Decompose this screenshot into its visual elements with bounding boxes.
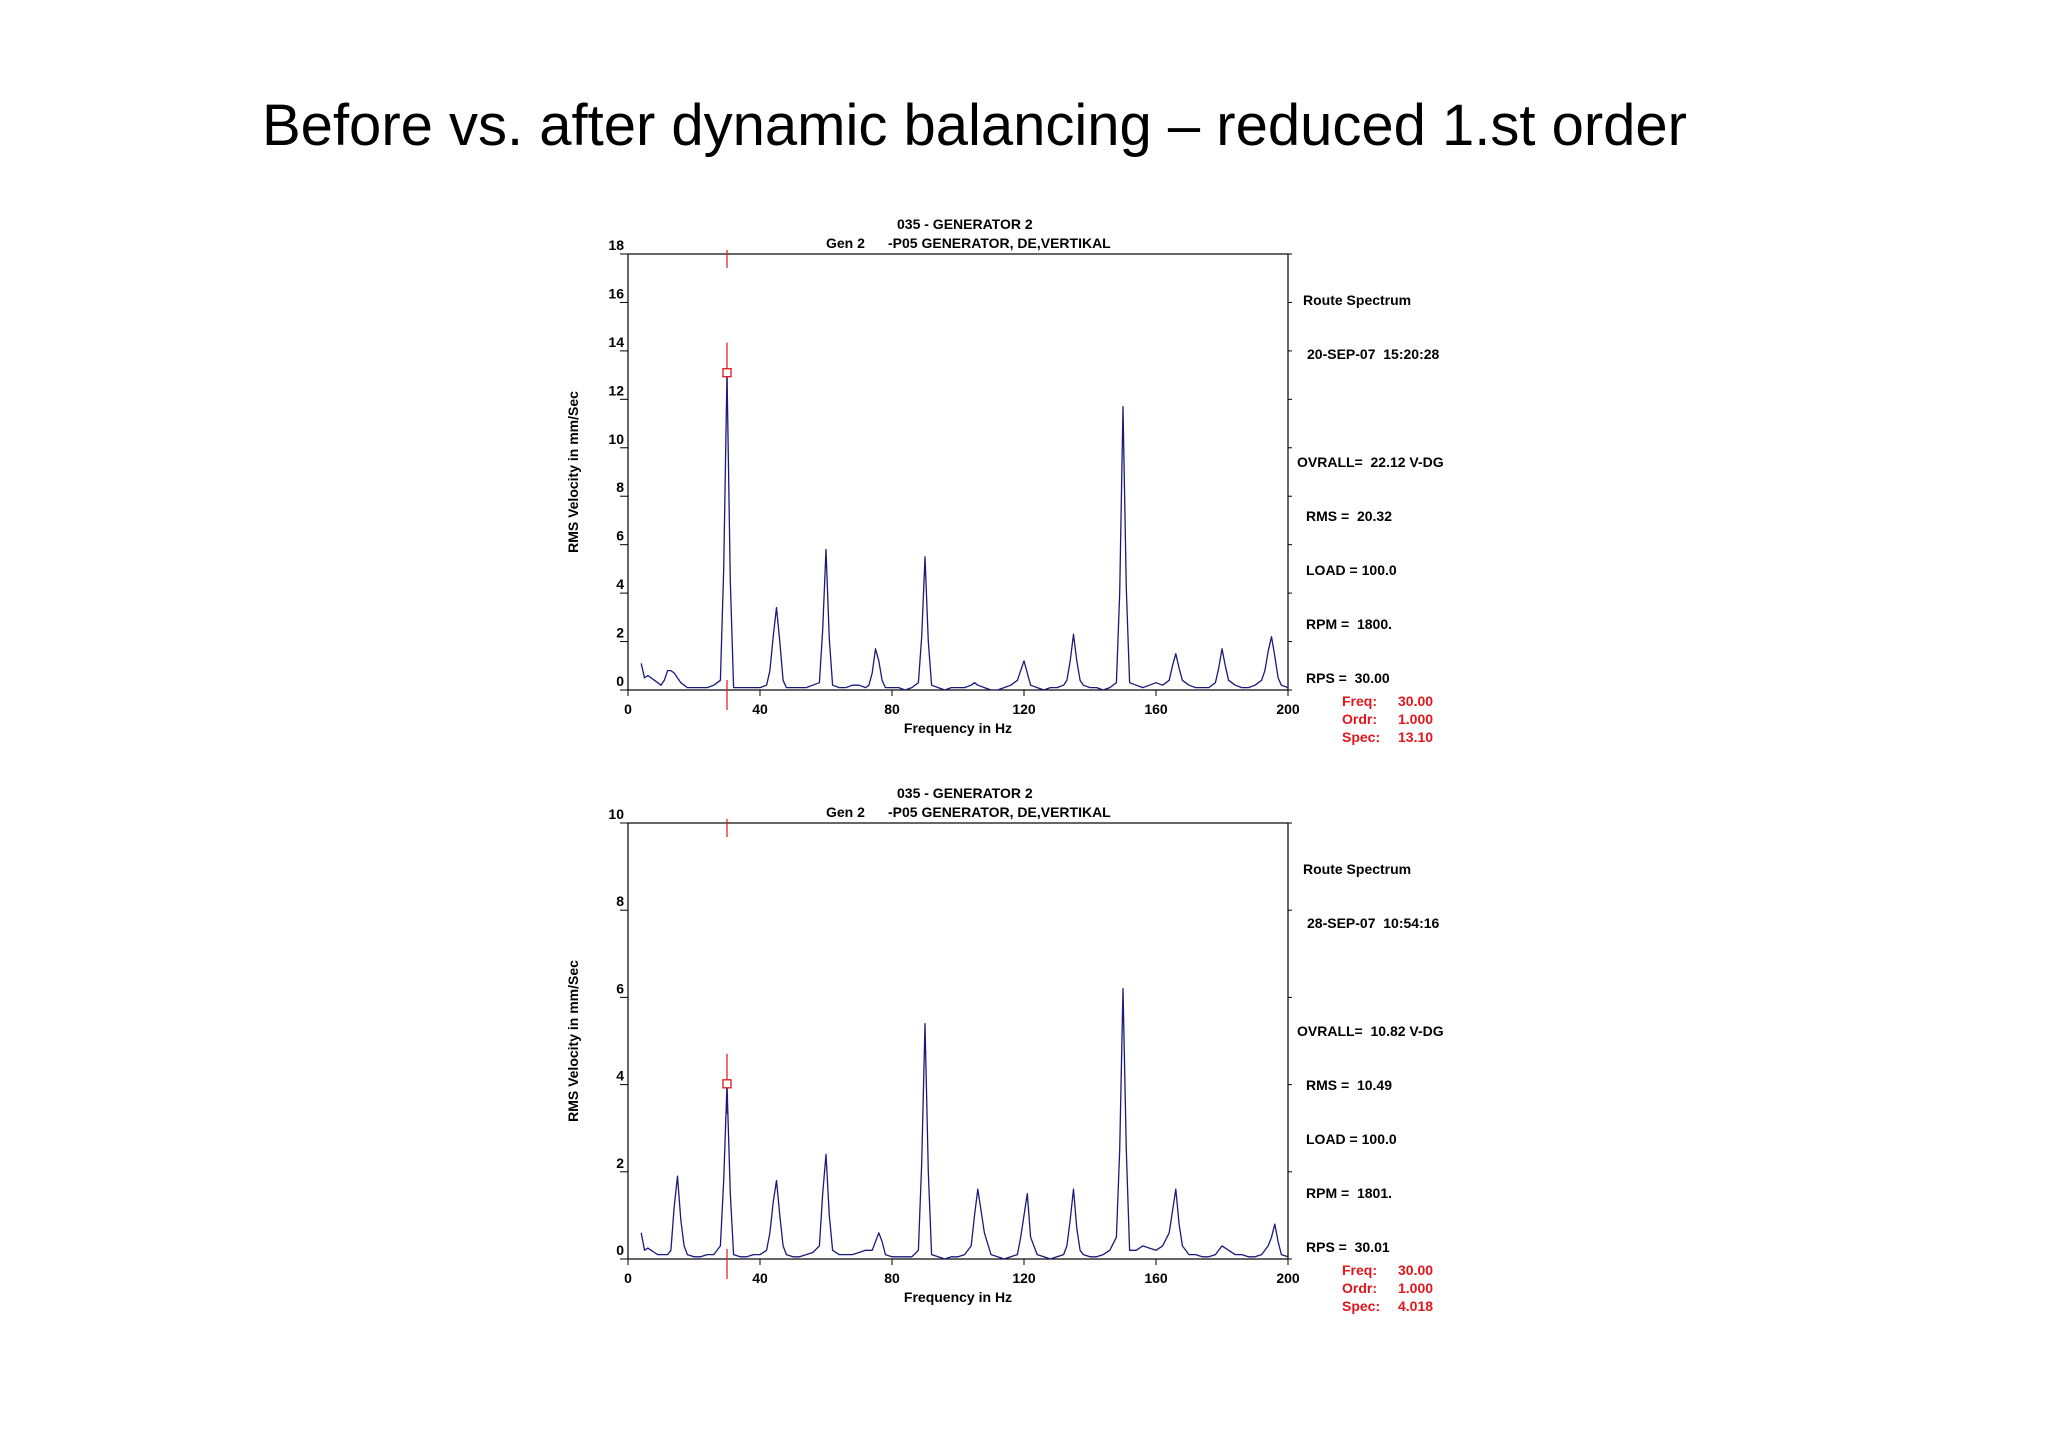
cursor-spec-label: Spec: (1342, 1298, 1381, 1314)
cursor-spec-value: 4.018 (1398, 1298, 1434, 1314)
x-tick-label: 120 (1012, 701, 1036, 717)
route-title: Route Spectrum (1303, 292, 1412, 308)
y-tick-label: 10 (608, 431, 624, 447)
spectrum-panel-after: 035 - GENERATOR 2 Gen 2 -P05 GENERATOR, … (0, 779, 2048, 1339)
rps-value: RPS = 30.00 (1306, 670, 1390, 686)
cursor-ordr-value: 1.000 (1398, 711, 1434, 727)
chart-header-line1: 035 - GENERATOR 2 (897, 216, 1033, 232)
chart-header-line2-left: Gen 2 (826, 804, 865, 820)
x-tick-label: 0 (624, 701, 632, 717)
cursor-freq-label: Freq: (1342, 693, 1377, 709)
x-tick-label: 200 (1276, 701, 1300, 717)
overall-value: OVRALL= 22.12 V-DG (1297, 454, 1444, 470)
y-tick-label: 10 (608, 806, 624, 822)
cursor-readout: Freq: 30.00 Ordr: 1.000 Spec: 13.10 (1342, 692, 1433, 746)
cursor-ordr-label: Ordr: (1342, 1280, 1377, 1296)
load-value: LOAD = 100.0 (1306, 1131, 1397, 1147)
x-tick-label: 160 (1144, 701, 1168, 717)
y-tick-label: 0 (616, 673, 624, 689)
x-tick-label: 40 (752, 1270, 768, 1286)
cursor-freq-value: 30.00 (1398, 1262, 1434, 1278)
x-tick-label: 0 (624, 1270, 632, 1286)
rps-value: RPS = 30.01 (1306, 1239, 1390, 1255)
y-tick-label: 8 (616, 479, 624, 495)
plot-frame (627, 253, 1289, 691)
spectrum-chart-before: 0 2 4 6 8 10 12 14 16 18 0 40 80 120 160 200 Frequency i… (565, 237, 1300, 736)
spectrum-panel-before: 035 - GENERATOR 2 Gen 2 -P05 GENERATOR, … (0, 210, 2048, 770)
x-tick-label: 160 (1144, 1270, 1168, 1286)
load-value: LOAD = 100.0 (1306, 562, 1397, 578)
x-axis-label: Frequency in Hz (904, 720, 1012, 736)
spectrum-trace (640, 372, 1289, 691)
cursor-readout: Freq: 30.00 Ordr: 1.000 Spec: 4.018 (1342, 1261, 1433, 1315)
x-tick-label: 120 (1012, 1270, 1036, 1286)
rms-value: RMS = 10.49 (1306, 1077, 1392, 1093)
cursor-ordr-value: 1.000 (1398, 1280, 1434, 1296)
rpm-value: RPM = 1801. (1306, 1185, 1392, 1201)
spectrum-chart-after: 0 2 4 6 8 10 0 40 80 120 160 200 Frequency in Hz RMS … (565, 806, 1300, 1305)
x-axis-label: Frequency in Hz (904, 1289, 1012, 1305)
x-tick-label: 80 (884, 701, 900, 717)
cursor-ordr-label: Ordr: (1342, 711, 1377, 727)
chart-header-line2-right: -P05 GENERATOR, DE,VERTIKAL (888, 235, 1111, 251)
y-tick-label: 6 (616, 528, 624, 544)
cursor-marker (722, 1079, 732, 1089)
y-tick-label: 16 (608, 285, 624, 301)
rms-value: RMS = 20.32 (1306, 508, 1392, 524)
route-title: Route Spectrum (1303, 861, 1412, 877)
y-tick-label: 2 (616, 625, 624, 641)
plot-frame (627, 822, 1289, 1260)
slide-title: Before vs. after dynamic balancing – red… (262, 93, 1687, 158)
y-tick-label: 6 (616, 980, 624, 996)
y-tick-label: 4 (616, 1068, 624, 1084)
rpm-value: RPM = 1800. (1306, 616, 1392, 632)
y-axis-label: RMS Velocity in mm/Sec (565, 960, 581, 1122)
y-tick-label: 0 (616, 1242, 624, 1258)
y-tick-label: 8 (616, 893, 624, 909)
y-axis-label: RMS Velocity in mm/Sec (565, 391, 581, 553)
y-tick-label: 2 (616, 1155, 624, 1171)
overall-value: OVRALL= 10.82 V-DG (1297, 1023, 1444, 1039)
x-tick-label: 40 (752, 701, 768, 717)
route-date: 28-SEP-07 10:54:16 (1307, 915, 1440, 931)
x-tick-label: 200 (1276, 1270, 1300, 1286)
cursor-marker (722, 368, 732, 378)
route-info-box: Route Spectrum 20-SEP-07 15:20:28 OVRALL… (1297, 255, 1444, 723)
chart-header-line2-right: -P05 GENERATOR, DE,VERTIKAL (888, 804, 1111, 820)
y-tick-label: 18 (608, 237, 624, 253)
cursor-spec-label: Spec: (1342, 729, 1381, 745)
route-info-box: Route Spectrum 28-SEP-07 10:54:16 OVRALL… (1297, 824, 1444, 1292)
chart-header-line1: 035 - GENERATOR 2 (897, 785, 1033, 801)
cursor-freq-value: 30.00 (1398, 693, 1434, 709)
spectrum-trace (640, 988, 1289, 1260)
cursor-spec-value: 13.10 (1398, 729, 1434, 745)
y-tick-label: 4 (616, 576, 624, 592)
route-date: 20-SEP-07 15:20:28 (1307, 346, 1440, 362)
chart-header-line2-left: Gen 2 (826, 235, 865, 251)
x-tick-label: 80 (884, 1270, 900, 1286)
y-tick-label: 12 (608, 382, 624, 398)
y-tick-label: 14 (608, 334, 624, 350)
cursor-freq-label: Freq: (1342, 1262, 1377, 1278)
